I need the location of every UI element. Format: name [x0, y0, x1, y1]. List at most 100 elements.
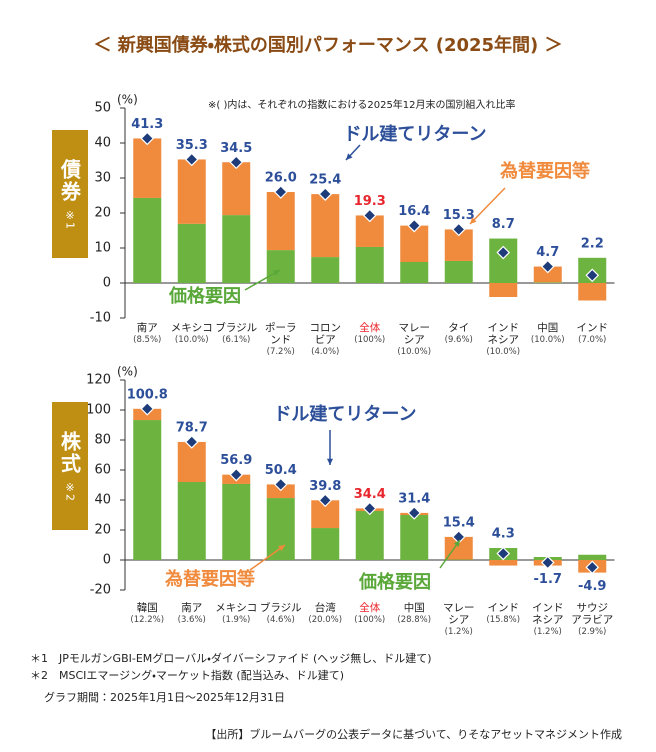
- x-tick-label: 中国: [403, 602, 425, 614]
- bar-segment: [489, 283, 518, 297]
- total-marker: [407, 506, 422, 520]
- side-label-box: 債券 ※1: [52, 130, 88, 258]
- bar-segment: [177, 159, 206, 224]
- annotation-arrowhead: [346, 153, 353, 160]
- bar-segment: [266, 192, 295, 251]
- annotation-arrowhead: [278, 545, 285, 552]
- legend-label: 価格要因: [168, 285, 241, 307]
- total-marker: [407, 218, 422, 233]
- total-marker: [362, 501, 377, 516]
- bar-segment: [222, 162, 251, 216]
- period: グラフ期間：2025年1月1日～2025年12月31日: [44, 691, 285, 704]
- x-tick-note: (4.0%): [311, 347, 340, 357]
- annotation-arrow: [244, 269, 281, 291]
- bar-segment: [444, 536, 473, 560]
- x-tick-note: (1.2%): [444, 627, 473, 637]
- total-marker: [585, 560, 600, 575]
- total-marker: [496, 546, 511, 561]
- x-tick-label: サウジ アラビア: [571, 602, 614, 626]
- total-marker: [318, 493, 333, 508]
- bar-segment: [222, 483, 251, 560]
- x-tick-label: インド: [487, 602, 520, 614]
- y-tick-label: 20: [94, 523, 111, 538]
- total-marker: [229, 467, 244, 482]
- y-tick-label: 30: [94, 171, 111, 186]
- annotation-arrowhead: [326, 458, 334, 465]
- x-tick-label: メキシコ: [215, 602, 258, 614]
- y-tick-label: 80: [94, 433, 111, 448]
- x-tick-note: (15.8%): [486, 615, 521, 625]
- x-tick-note: (10.0%): [397, 347, 432, 357]
- y-axis-label: (%): [117, 93, 138, 107]
- annotation-arrow: [249, 544, 286, 571]
- x-tick-note: (7.0%): [578, 335, 607, 345]
- x-tick-note: (9.6%): [444, 335, 473, 345]
- total-marker: [540, 555, 555, 570]
- total-marker: [140, 131, 155, 146]
- x-tick-label: ブラジル: [259, 602, 302, 614]
- bar-segment: [266, 250, 295, 283]
- source: 【出所】ブルームバーグの公表データに基づいて、りそなアセットマネジメント作成: [205, 728, 622, 741]
- value-label: 39.8: [309, 479, 341, 494]
- value-label: 34.4: [354, 487, 386, 502]
- bar-segment: [133, 138, 162, 198]
- value-label: -4.9: [578, 579, 606, 594]
- value-label: 8.7: [492, 217, 515, 232]
- total-marker: [496, 245, 511, 260]
- x-tick-label: ブラジル: [215, 322, 258, 334]
- side-note: ※1: [63, 209, 77, 229]
- value-label: 34.5: [220, 141, 252, 156]
- x-tick-note: (12.2%): [130, 615, 165, 625]
- footnote: ＊2 MSCIエマージング・マーケット指数 (配当込み、ドル建て): [30, 669, 344, 682]
- bar-segment: [578, 554, 607, 560]
- bar-segment: [222, 215, 251, 283]
- value-label: 4.7: [536, 245, 559, 260]
- value-label: 15.4: [443, 515, 475, 530]
- bar-segment: [400, 262, 429, 283]
- x-tick-label: マレー シア: [443, 602, 475, 626]
- side-label-box: 株式 ※2: [52, 402, 88, 530]
- value-label: 4.3: [492, 527, 515, 542]
- total-marker: [451, 222, 466, 237]
- value-label: 41.3: [131, 117, 163, 132]
- x-tick-label: 中国: [537, 322, 559, 334]
- total-marker: [229, 155, 244, 170]
- bar-segment: [311, 194, 340, 258]
- x-tick-note: (8.5%): [133, 335, 162, 345]
- x-tick-note: (10.0%): [486, 347, 521, 357]
- footnote: ＊1 JPモルガンGBI-EMグローバル・ダイバーシファイド (ヘッジ無し、ドル…: [30, 652, 432, 665]
- value-label: 31.4: [398, 491, 430, 506]
- bar-segment: [533, 282, 562, 283]
- x-tick-note: (20.0%): [308, 615, 343, 625]
- side-note: ※2: [63, 481, 77, 501]
- x-tick-note: (1.2%): [533, 627, 562, 637]
- x-tick-label: 全体: [359, 322, 381, 334]
- legend-label: 価格要因: [358, 571, 431, 593]
- bar-segment: [489, 560, 518, 566]
- y-tick-label: 20: [94, 206, 111, 221]
- bar-segment: [311, 257, 340, 283]
- x-tick-label: ポーラ ンド: [265, 322, 297, 346]
- y-tick-label: 0: [103, 276, 111, 291]
- bar-segment: [355, 246, 384, 283]
- value-label: 50.4: [265, 463, 297, 478]
- total-marker: [273, 185, 288, 199]
- bar-segment: [311, 528, 340, 560]
- bar-segment: [400, 515, 429, 560]
- value-label: 100.8: [127, 387, 168, 402]
- annotation-arrowhead: [273, 270, 280, 276]
- total-marker: [362, 208, 377, 223]
- x-tick-note: (10.0%): [530, 335, 565, 345]
- total-marker: [273, 477, 288, 492]
- y-tick-label: 100: [86, 403, 111, 418]
- y-tick-label: 0: [103, 553, 111, 568]
- x-tick-note: (3.6%): [177, 615, 206, 625]
- y-tick-label: 10: [94, 241, 111, 256]
- value-label: 19.3: [354, 194, 386, 209]
- x-tick-note: (100%): [354, 615, 386, 625]
- x-tick-label: インド ネシア: [487, 322, 520, 346]
- value-label: 56.9: [220, 453, 252, 468]
- x-tick-label: 台湾: [314, 602, 336, 614]
- total-marker: [540, 259, 555, 274]
